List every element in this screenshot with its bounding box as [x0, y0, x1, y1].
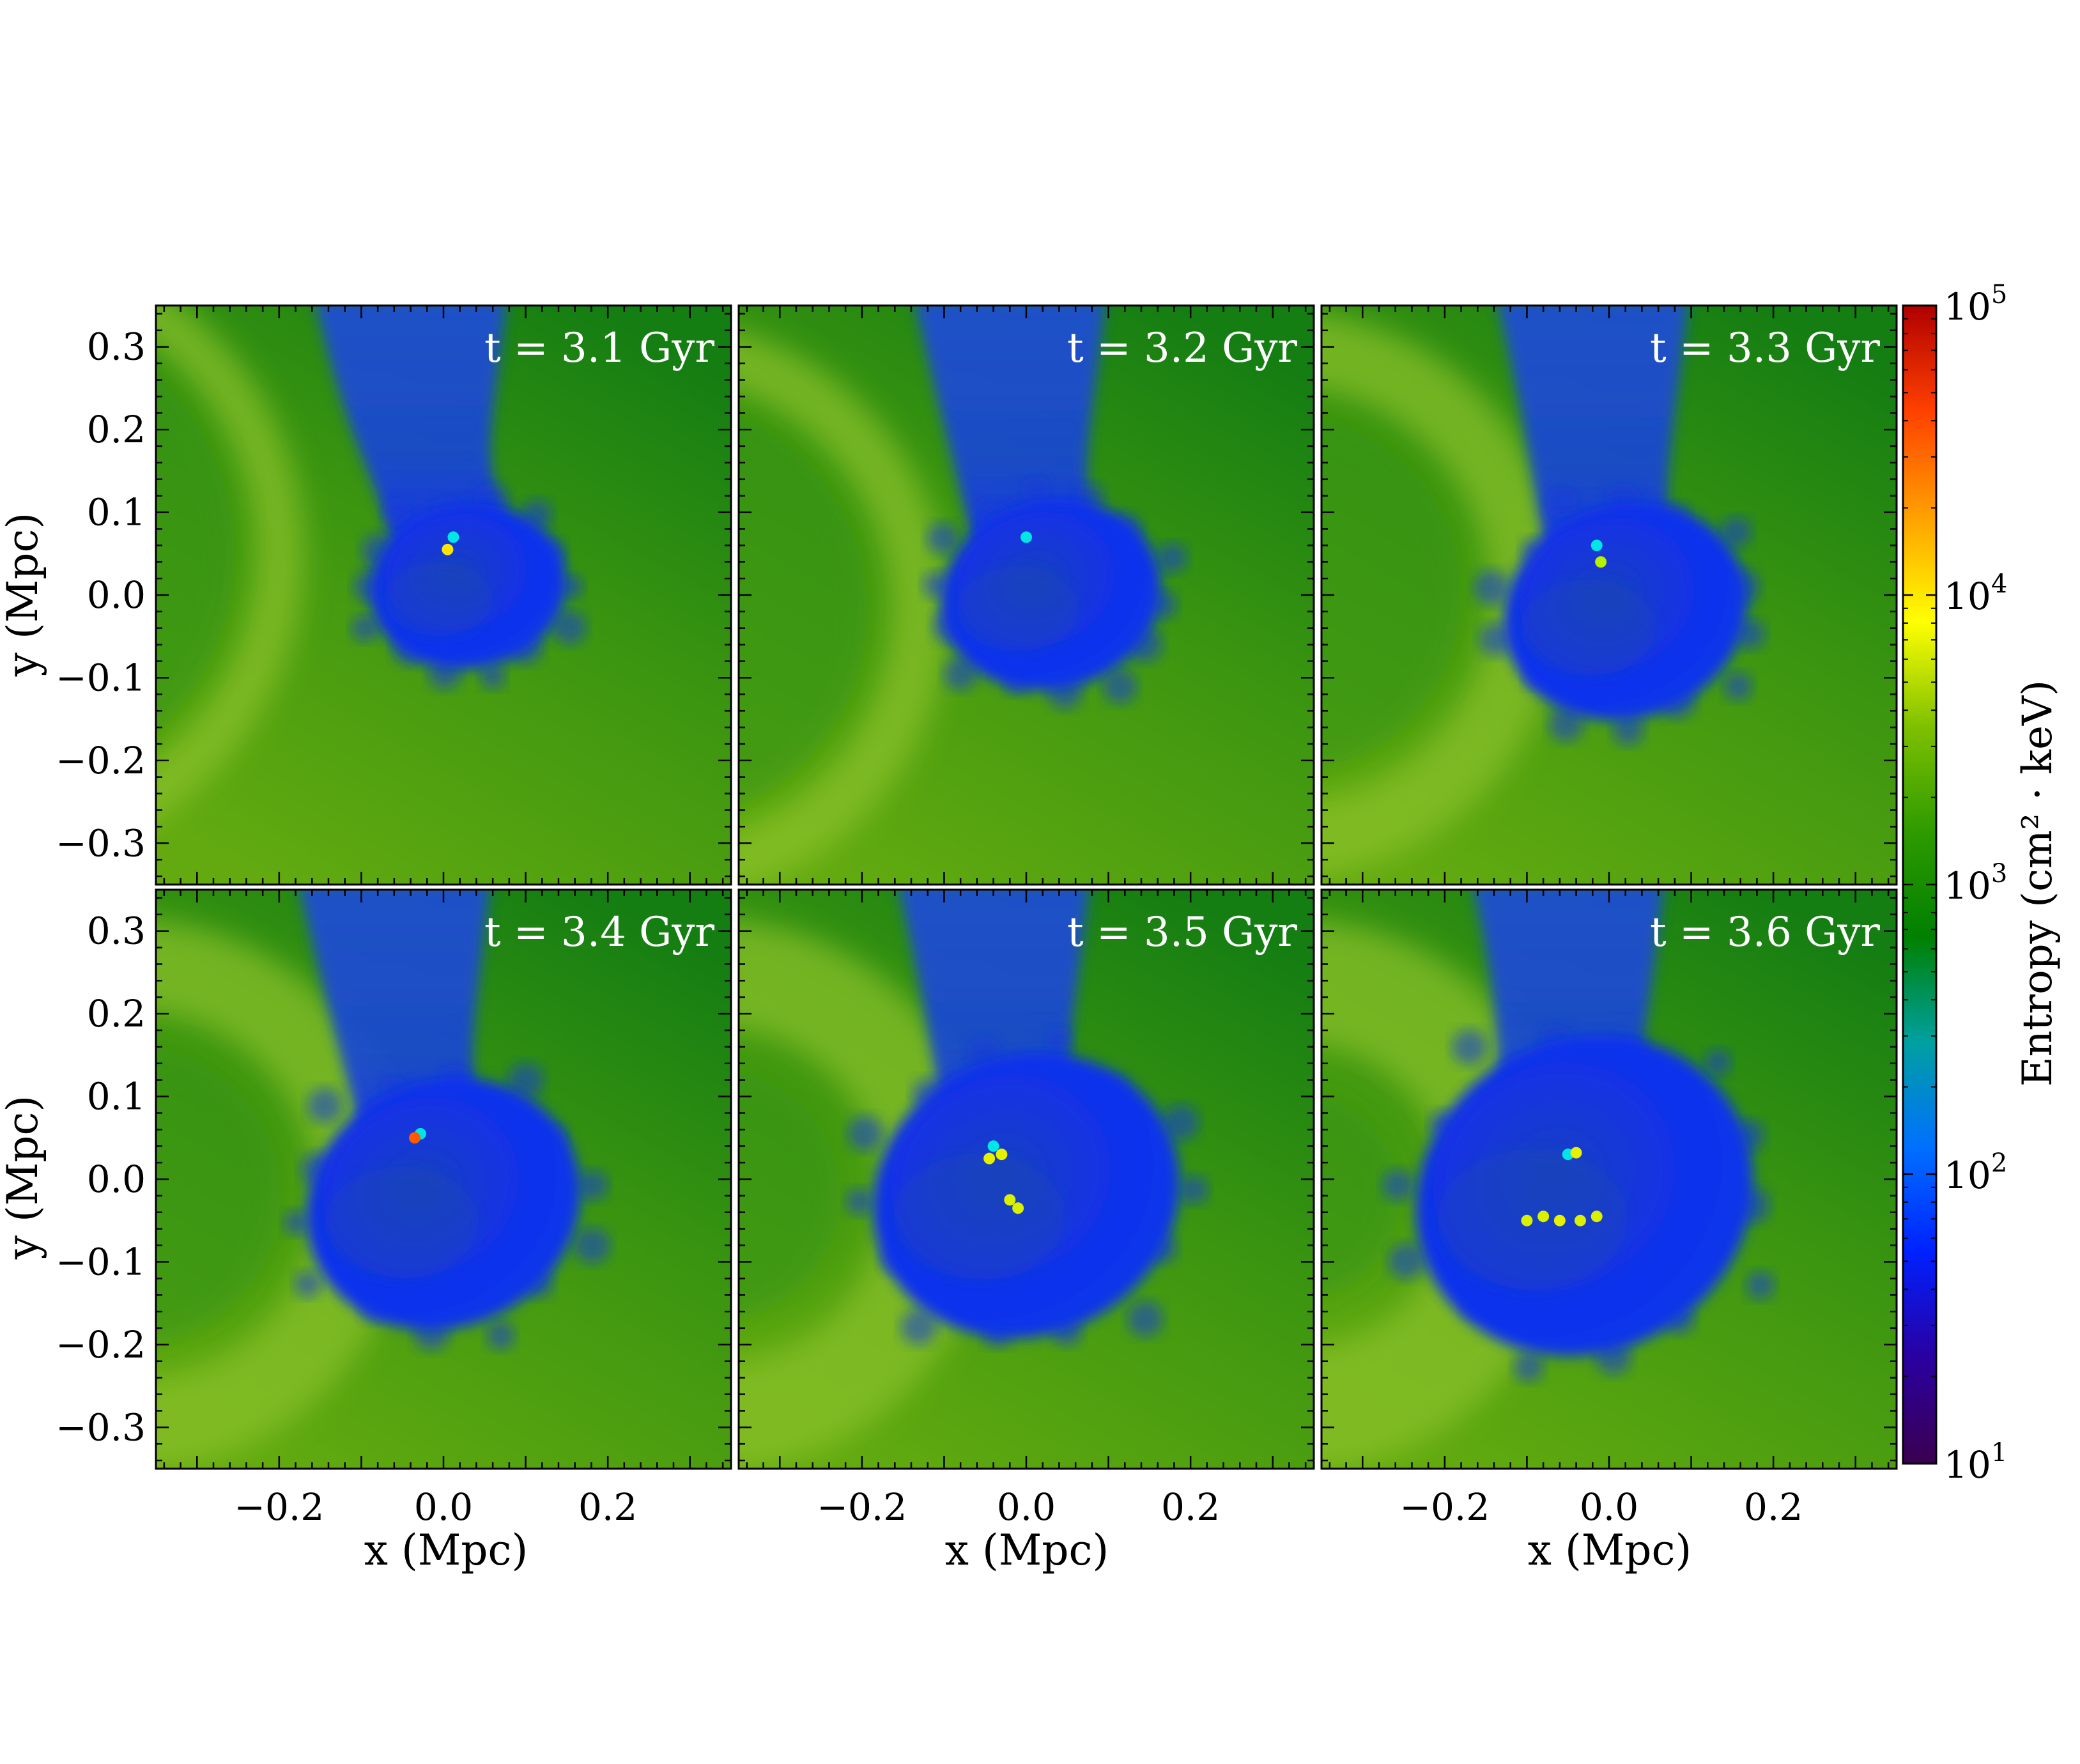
y-tick-label: −0.1: [56, 656, 146, 699]
y-tick-label: −0.1: [56, 1240, 146, 1283]
bright-spot: [1004, 1194, 1016, 1206]
colorbar: 105 104 103 102 101: [1902, 280, 2007, 1487]
bright-spot: [996, 1149, 1008, 1161]
x-tick-label: 0.2: [1744, 1485, 1803, 1529]
panel-6: t = 3.6 Gyr −0.2 0.0 0.2: [1320, 888, 1898, 1529]
panel-4: t = 3.4 Gyr 0.3 0.2 0.1 0.0 −0.1 −0.2 −0.3 −0.2 0…: [56, 888, 732, 1529]
bright-spot: [1021, 531, 1032, 543]
panel-3: t = 3.3 Gyr: [1320, 304, 1898, 886]
bright-spot: [442, 543, 454, 555]
bright-spot: [1575, 1214, 1586, 1226]
y-tick-label: −0.2: [56, 739, 146, 782]
y-tick-label: 0.1: [87, 1075, 146, 1118]
y-tick-label: −0.3: [56, 821, 146, 865]
shock-shell: [156, 306, 304, 819]
colorbar-tick-label: 105: [1944, 280, 2007, 329]
x-tick-label: 0.0: [414, 1485, 473, 1529]
x-tick-label: 0.0: [997, 1485, 1056, 1529]
x-tick-label: −0.2: [1399, 1485, 1490, 1529]
y-tick-label: 0.0: [87, 1157, 146, 1201]
x-axis-label-col1: x (Mpc): [364, 1526, 528, 1575]
x-tick-label: 0.0: [1580, 1485, 1638, 1529]
y-tick-label: 0.1: [87, 491, 146, 534]
panel-5: t = 3.5 Gyr −0.2 0.0 0.2: [737, 888, 1315, 1529]
time-label: t = 3.6 Gyr: [1650, 909, 1880, 956]
y-axis-label-row2: y (Mpc): [0, 1095, 47, 1260]
bright-spot: [1537, 1211, 1550, 1223]
y-tick-label: 0.2: [87, 408, 146, 451]
y-tick-label: 0.0: [87, 573, 146, 617]
x-axis-label-col3: x (Mpc): [1528, 1526, 1692, 1575]
panel-2: t = 3.2 Gyr: [737, 304, 1315, 886]
colorbar-label: Entropy (cm² · keV): [2014, 680, 2061, 1087]
time-label: t = 3.1 Gyr: [484, 325, 714, 372]
x-tick-label: 0.2: [1161, 1485, 1220, 1529]
bright-spot: [1591, 1211, 1603, 1223]
x-tick-label: −0.2: [817, 1485, 907, 1529]
colorbar-tick-label: 103: [1944, 859, 2007, 908]
y-tick-label: 0.3: [87, 325, 146, 369]
time-label: t = 3.5 Gyr: [1067, 909, 1297, 956]
x-tick-label: 0.2: [578, 1485, 637, 1529]
bright-spot: [1591, 539, 1603, 552]
bright-spot: [1595, 556, 1607, 568]
x-axis-label-col2: x (Mpc): [945, 1526, 1109, 1575]
bright-spot: [1012, 1202, 1024, 1214]
colorbar-tick-label: 102: [1944, 1149, 2007, 1197]
bright-spot: [983, 1152, 996, 1164]
x-tick-label: −0.2: [234, 1485, 324, 1529]
y-tick-label: 0.2: [87, 992, 146, 1035]
y-tick-label: 0.3: [87, 909, 146, 953]
bright-spot: [987, 1140, 999, 1152]
infall-stream: [316, 306, 513, 562]
shock-shell: [739, 332, 948, 885]
y-tick-label: −0.3: [56, 1405, 146, 1449]
time-label: t = 3.4 Gyr: [484, 909, 714, 956]
bright-spot: [1521, 1214, 1533, 1226]
y-axis-label-row1: y (Mpc): [0, 513, 47, 677]
colorbar-tick-label: 101: [1944, 1438, 2007, 1487]
time-label: t = 3.3 Gyr: [1650, 325, 1880, 372]
y-tick-label: −0.2: [56, 1323, 146, 1366]
time-label: t = 3.2 Gyr: [1067, 325, 1297, 372]
bright-spot: [447, 531, 459, 543]
bright-spot: [1570, 1147, 1582, 1159]
panel-1: t = 3.1 Gyr 0.3 0.2 0.1 0.0 −0.1 −0.2 −0.3: [56, 304, 732, 886]
colorbar-tick-label: 104: [1944, 569, 2007, 618]
bright-spot: [409, 1132, 420, 1144]
bright-spot: [1553, 1214, 1566, 1226]
